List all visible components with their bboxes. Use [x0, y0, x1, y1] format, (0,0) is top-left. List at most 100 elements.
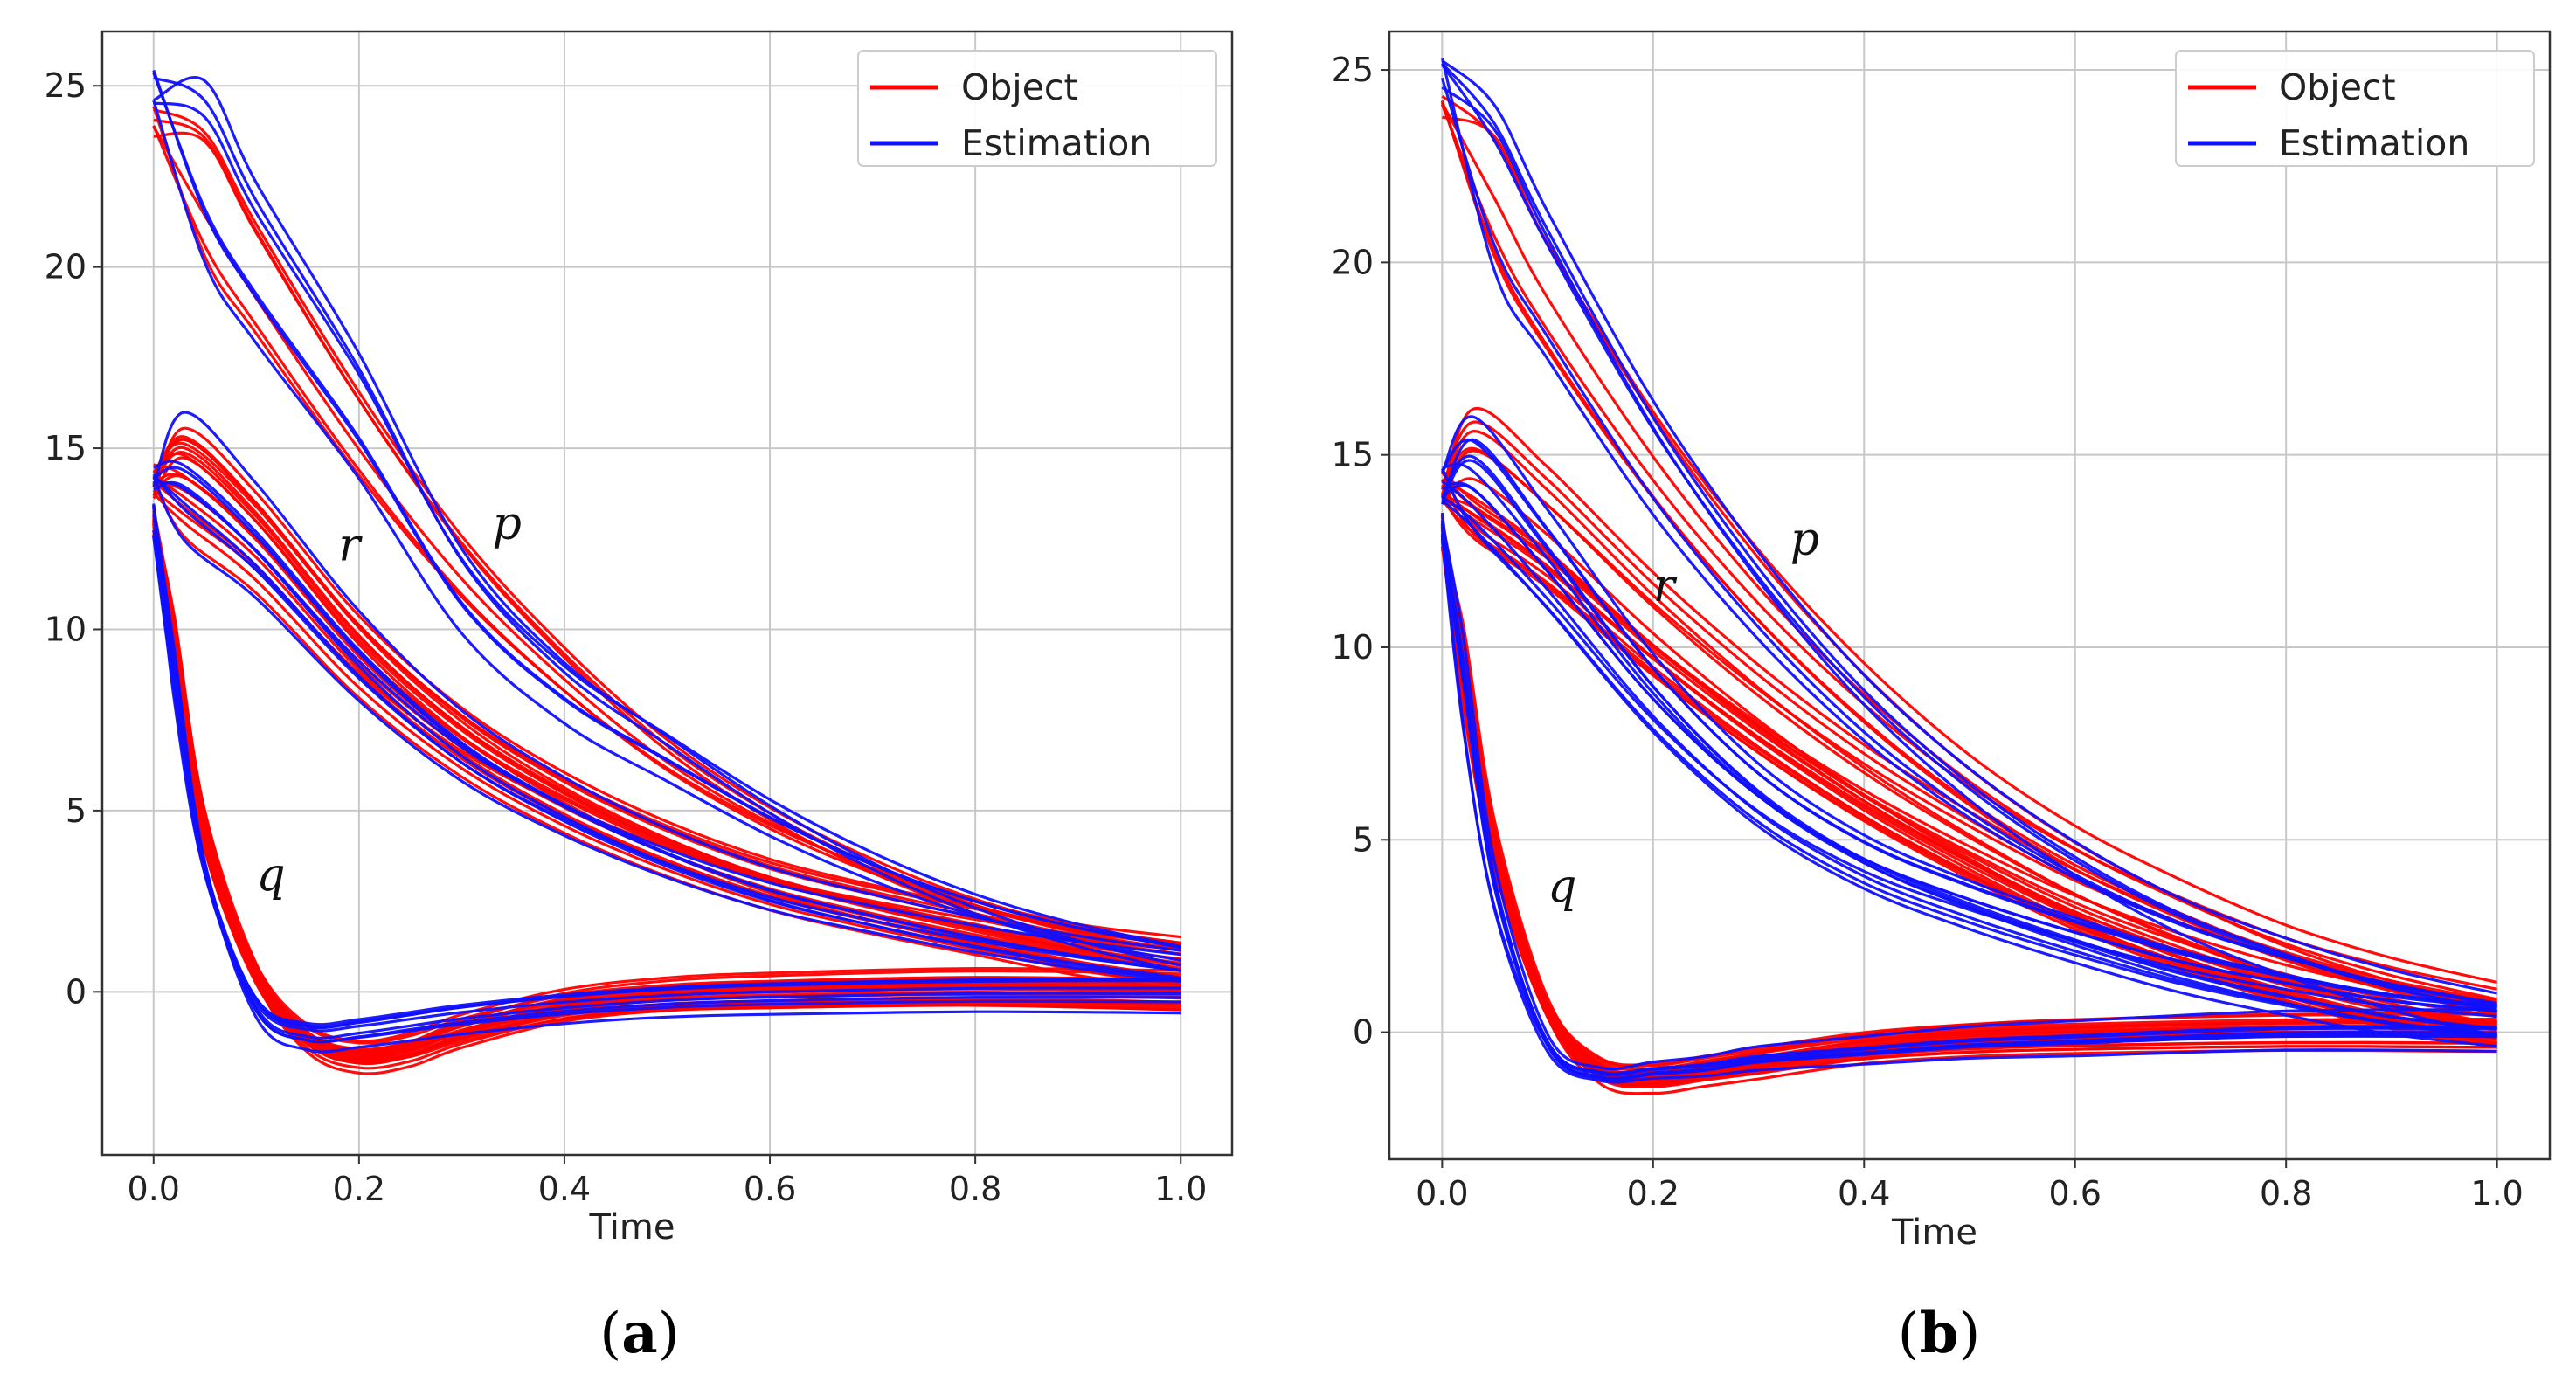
y-tick-label: 15 — [1332, 436, 1374, 474]
series-line — [1441, 86, 2497, 1038]
x-tick-label: 1.0 — [2470, 1174, 2523, 1213]
legend-a: Object Estimation — [857, 50, 1217, 167]
series-line — [1441, 477, 2497, 1046]
series-line — [152, 533, 1181, 1054]
y-tick-label: 25 — [1332, 51, 1374, 89]
series-line — [152, 535, 1181, 1029]
curve-label-p: p — [493, 498, 522, 550]
series-line — [153, 76, 1181, 973]
series-line — [153, 460, 1181, 972]
x-ticks-b: 0.0 0.2 0.4 0.6 0.8 1.0 — [1416, 1159, 2524, 1213]
x-tick-label: 1.0 — [1154, 1170, 1207, 1208]
series-line — [152, 411, 1181, 952]
panel-label-text: (b) — [1898, 1301, 1981, 1366]
series-line — [1440, 420, 2497, 1010]
series-line — [152, 474, 1181, 979]
series-line — [152, 69, 1181, 949]
series-line — [1441, 94, 2497, 985]
x-tick-label: 0.4 — [538, 1170, 591, 1208]
curve-label-p: p — [1790, 514, 1819, 566]
series-q-estimation — [152, 503, 1181, 1054]
x-tick-label: 0.4 — [1838, 1174, 1890, 1213]
series-line — [152, 72, 1181, 950]
series-line — [152, 106, 1181, 939]
axes-frame-a — [100, 30, 1234, 1157]
curve-annotations-a: p r q — [256, 498, 522, 902]
series-line — [152, 475, 1181, 984]
series-line — [1441, 495, 2497, 1028]
y-tick-label: 25 — [45, 66, 87, 105]
curve-label-q: q — [256, 849, 285, 902]
series-line — [153, 118, 1181, 962]
series-line — [1440, 512, 2497, 1077]
x-axis-label-b: Time — [1891, 1213, 1977, 1253]
legend-label-estimation: Estimation — [2279, 122, 2469, 164]
panel-label-letter: b — [1920, 1301, 1959, 1366]
series-line — [1440, 479, 2497, 1049]
panel-label-letter: a — [621, 1301, 657, 1366]
x-tick-label: 0.0 — [1416, 1174, 1468, 1213]
x-tick-label: 0.8 — [949, 1170, 1001, 1208]
series-line — [152, 477, 1181, 981]
y-ticks-a: 0 5 10 15 20 25 — [45, 66, 102, 1011]
curve-label-r: r — [338, 520, 363, 572]
series-r-estimation — [152, 411, 1181, 984]
panel-label-b: (b) — [1898, 1301, 1981, 1366]
series-a — [152, 69, 1181, 1075]
series-line — [152, 492, 1181, 986]
series-line — [1441, 484, 2497, 1012]
series-line — [152, 506, 1181, 1026]
series-line — [152, 473, 1181, 972]
x-axis-label-a: Time — [589, 1207, 675, 1247]
series-line — [1441, 62, 2497, 1012]
y-tick-label: 15 — [45, 429, 87, 467]
series-line — [1441, 471, 2497, 1032]
series-line — [152, 456, 1181, 967]
series-line — [152, 521, 1181, 1057]
series-line — [1441, 446, 2497, 1026]
series-line — [1441, 454, 2497, 1039]
y-tick-label: 0 — [1353, 1013, 1374, 1052]
series-p-estimation — [1440, 57, 2497, 1038]
legend-label-estimation: Estimation — [961, 122, 1152, 164]
series-line — [1440, 407, 2497, 1003]
y-tick-label: 10 — [1332, 628, 1374, 667]
series-line — [1441, 495, 2497, 1018]
series-p-estimation — [152, 69, 1181, 973]
chart-panel-a: 0.0 0.2 0.4 0.6 0.8 1.0 0 5 10 15 20 25 Time p r q O… — [45, 30, 1234, 1366]
series-line — [1440, 429, 2497, 1032]
axes-frame-b — [1388, 30, 2552, 1161]
y-tick-label: 10 — [45, 610, 87, 648]
series-line — [1441, 496, 2497, 1007]
y-tick-label: 5 — [66, 791, 87, 830]
series-line — [1440, 467, 2497, 1037]
y-ticks-b: 0 5 10 15 20 25 — [1332, 51, 1389, 1052]
series-r-estimation — [1440, 415, 2497, 1048]
series-line — [152, 451, 1181, 965]
series-line — [1440, 102, 2497, 1001]
legend-b: Object Estimation — [2175, 50, 2535, 167]
panel-label-open-paren: ( — [1898, 1302, 1920, 1366]
series-line — [1440, 77, 2497, 1007]
y-tick-label: 20 — [1332, 243, 1374, 281]
series-line — [153, 463, 1181, 965]
x-tick-label: 0.2 — [1627, 1174, 1679, 1213]
curve-label-r: r — [1653, 560, 1678, 612]
panel-label-a: (a) — [599, 1301, 679, 1366]
series-line — [153, 76, 1181, 967]
series-line — [153, 483, 1181, 972]
series-line — [152, 446, 1181, 972]
x-tick-label: 0.6 — [744, 1170, 796, 1208]
panel-label-open-paren: ( — [599, 1302, 621, 1366]
panel-label-close-paren: ) — [1958, 1302, 1980, 1366]
y-tick-label: 20 — [45, 248, 87, 287]
series-r-object — [1440, 407, 2497, 1049]
legend-label-object: Object — [961, 66, 1078, 108]
panel-label-close-paren: ) — [658, 1302, 680, 1366]
series-r-object — [152, 426, 1181, 992]
series-q-estimation — [1440, 512, 2497, 1084]
series-line — [1440, 520, 2497, 1071]
series-line — [153, 107, 1181, 945]
series-line — [152, 507, 1181, 1045]
